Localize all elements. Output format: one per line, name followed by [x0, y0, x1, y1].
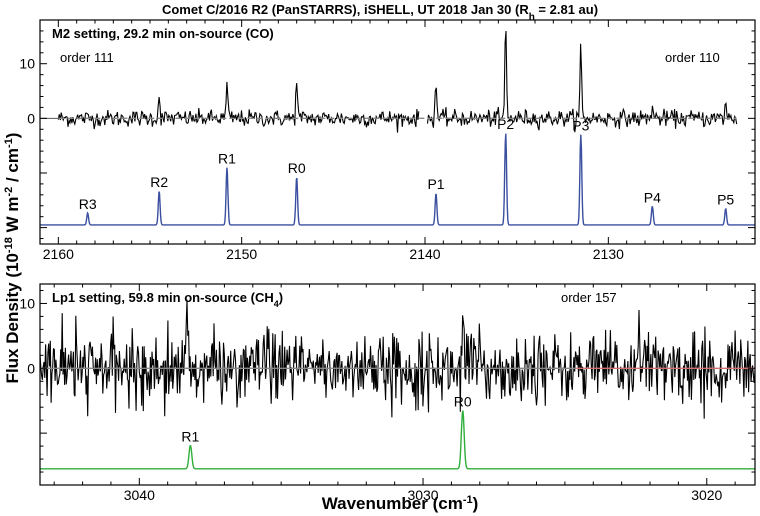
ch4-plot-frame: [39, 283, 756, 486]
title-tail: = 2.81 au): [535, 2, 598, 17]
line-label-p2: P2: [497, 116, 514, 132]
order-111-label: order 111: [60, 50, 114, 65]
ch4-setting-main: Lp1 setting, 59.8 min on-source (CH: [52, 290, 274, 305]
model-spectrum-line: [40, 410, 755, 470]
y-tick-label: 0: [27, 360, 35, 376]
line-label-r1: R1: [218, 151, 236, 167]
ch4-setting-tail: ): [279, 290, 283, 305]
co-plot-frame: [39, 19, 756, 245]
ch4-line-labels: R1 R0: [181, 393, 471, 444]
ylabel-sup3: -1: [3, 138, 15, 148]
ch4-setting-label: Lp1 setting, 59.8 min on-source (CH4): [52, 290, 283, 309]
x-tick-label: 2130: [593, 246, 624, 262]
y-axis-label: Flux Density (10-18 W m-2 / cm-1): [3, 133, 22, 384]
x-tick-label: 3030: [407, 487, 438, 503]
ch4-panel: R1 R0 3040 3030 3020 0 10 Lp1 setting, 59.8 …: [19, 283, 756, 503]
ch4-model-spectrum: [40, 410, 755, 470]
line-label-r1: R1: [181, 428, 199, 444]
line-label-p3: P3: [572, 118, 589, 134]
ylabel-mid: W m: [3, 197, 22, 238]
y-tick-label: 10: [19, 56, 35, 72]
co-line-labels: R3 R2 R1 R0 P1 P2 P3 P4 P5: [79, 116, 735, 212]
line-label-p4: P4: [644, 189, 661, 205]
ch4-observed-spectrum: [39, 299, 756, 419]
model-spectrum-line: [40, 133, 755, 226]
figure-title: Comet C/2016 R2 (PanSTARRS), iSHELL, UT …: [162, 2, 598, 23]
co-model-spectrum: [40, 133, 755, 226]
x-tick-label: 2140: [409, 246, 440, 262]
ylabel-sup2: -2: [3, 187, 15, 197]
title-subscript: h: [529, 12, 535, 23]
co-setting-label: M2 setting, 29.2 min on-source (CO): [52, 26, 274, 41]
observed-spectrum-line: [57, 81, 420, 133]
xlabel-tail: ): [473, 494, 479, 513]
x-tick-label: 3020: [691, 487, 722, 503]
co-observed-spectrum: [57, 30, 738, 133]
ylabel-sup1: -18: [3, 237, 15, 253]
line-label-p5: P5: [717, 191, 734, 207]
order-110-label: order 110: [665, 50, 720, 65]
x-tick-label: 2150: [226, 246, 257, 262]
ch4-x-ticks: 3040 3030 3020: [53, 284, 736, 503]
ylabel-mid2: / cm: [3, 148, 22, 187]
line-label-r0: R0: [454, 393, 472, 409]
line-label-r2: R2: [150, 174, 168, 190]
y-tick-label: 0: [27, 110, 35, 126]
xlabel-main: Wavenumber (cm: [322, 494, 463, 513]
co-x-ticks: 2160 2150 2140 2130: [39, 20, 756, 262]
line-label-r3: R3: [79, 196, 97, 212]
observed-spectrum-line: [426, 30, 738, 133]
x-axis-label: Wavenumber (cm-1): [322, 494, 479, 513]
observed-spectrum-line: [39, 299, 756, 419]
title-main: Comet C/2016 R2 (PanSTARRS), iSHELL, UT …: [162, 2, 529, 17]
x-tick-label: 2160: [43, 246, 74, 262]
co-y-ticks: 0 10: [19, 19, 755, 240]
y-tick-label: 10: [19, 295, 35, 311]
order-157-label: order 157: [561, 290, 617, 305]
xlabel-sup: -1: [463, 494, 473, 506]
line-label-r0: R0: [288, 160, 306, 176]
x-tick-label: 3040: [124, 487, 155, 503]
ch4-setting-sub: 4: [274, 299, 279, 309]
ylabel-tail: ): [3, 133, 22, 139]
ylabel-main: Flux Density (10: [3, 253, 22, 383]
line-label-p1: P1: [427, 176, 444, 192]
